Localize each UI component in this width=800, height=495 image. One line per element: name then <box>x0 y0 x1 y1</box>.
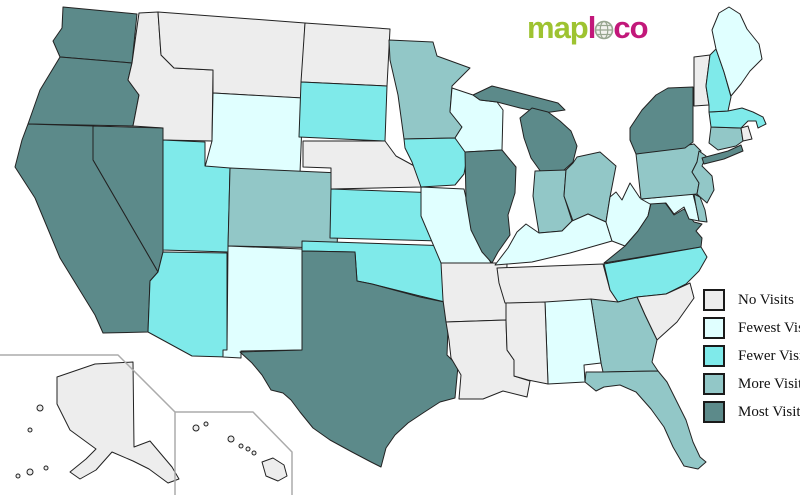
state-tennessee <box>496 263 619 304</box>
state-new-jersey <box>691 150 715 204</box>
legend-label: More Visits <box>738 375 800 392</box>
map-legend: No Visits Fewest Visits Fewer Visits Mor… <box>703 286 800 426</box>
hawaii-inset-border <box>175 411 293 495</box>
state-south-dakota <box>298 81 388 142</box>
state-illinois <box>464 149 517 264</box>
legend-label: Fewest Visits <box>738 319 800 336</box>
state-washington <box>52 6 138 64</box>
state-california <box>14 123 159 334</box>
state-alabama <box>544 298 602 385</box>
legend-item-no-visits: No Visits <box>703 286 800 314</box>
legend-item-most-visits: Most Visits <box>703 398 800 426</box>
globe-icon <box>594 14 614 45</box>
state-oregon <box>27 56 140 127</box>
logo-text-map: map <box>527 10 589 45</box>
legend-label: Most Visits <box>738 403 800 420</box>
legend-item-fewer-visits: Fewer Visits <box>703 342 800 370</box>
legend-swatch-more-visits <box>703 373 725 395</box>
legend-item-fewest-visits: Fewest Visits <box>703 314 800 342</box>
state-new-mexico <box>222 245 303 359</box>
state-rhode-island <box>740 125 753 142</box>
legend-swatch-fewest-visits <box>703 317 725 339</box>
state-colorado <box>227 167 341 249</box>
state-georgia <box>590 296 659 373</box>
state-mississippi <box>505 301 549 385</box>
state-new-york <box>629 86 694 155</box>
logo-text-co: co <box>613 10 648 45</box>
legend-item-more-visits: More Visits <box>703 370 800 398</box>
state-alaska-island <box>36 404 44 412</box>
state-kentucky <box>494 213 613 266</box>
state-wyoming <box>204 92 304 174</box>
state-alaska-island <box>15 473 21 479</box>
state-michigan-upper <box>472 85 566 114</box>
state-hawaii-island <box>227 435 235 443</box>
alaska-inset-border <box>0 354 176 495</box>
state-hawaii-big-island <box>261 457 288 482</box>
state-virginia <box>603 194 703 264</box>
legend-swatch-fewer-visits <box>703 345 725 367</box>
state-hawaii-island <box>238 443 244 449</box>
state-north-dakota <box>300 22 391 87</box>
state-texas <box>239 250 459 468</box>
state-new-york-long-island <box>701 144 744 165</box>
state-alaska-island <box>27 427 33 433</box>
state-massachusetts <box>708 107 767 129</box>
state-alaska-island <box>26 468 34 476</box>
state-maine <box>711 6 763 97</box>
state-hawaii-island <box>192 424 200 432</box>
state-alaska <box>56 361 180 484</box>
legend-swatch-most-visits <box>703 401 725 423</box>
state-florida <box>584 370 707 470</box>
state-hawaii-island <box>251 450 257 456</box>
state-hawaii-island <box>245 446 251 452</box>
legend-swatch-no-visits <box>703 289 725 311</box>
legend-label: Fewer Visits <box>738 347 800 364</box>
state-alaska-island <box>43 465 49 471</box>
logo-text-l: l <box>587 10 597 45</box>
maploco-logo[interactable]: map l co <box>527 10 649 45</box>
state-arizona <box>147 251 228 358</box>
legend-label: No Visits <box>738 291 794 308</box>
state-hawaii-island <box>203 421 209 427</box>
state-michigan-lower <box>519 107 578 173</box>
